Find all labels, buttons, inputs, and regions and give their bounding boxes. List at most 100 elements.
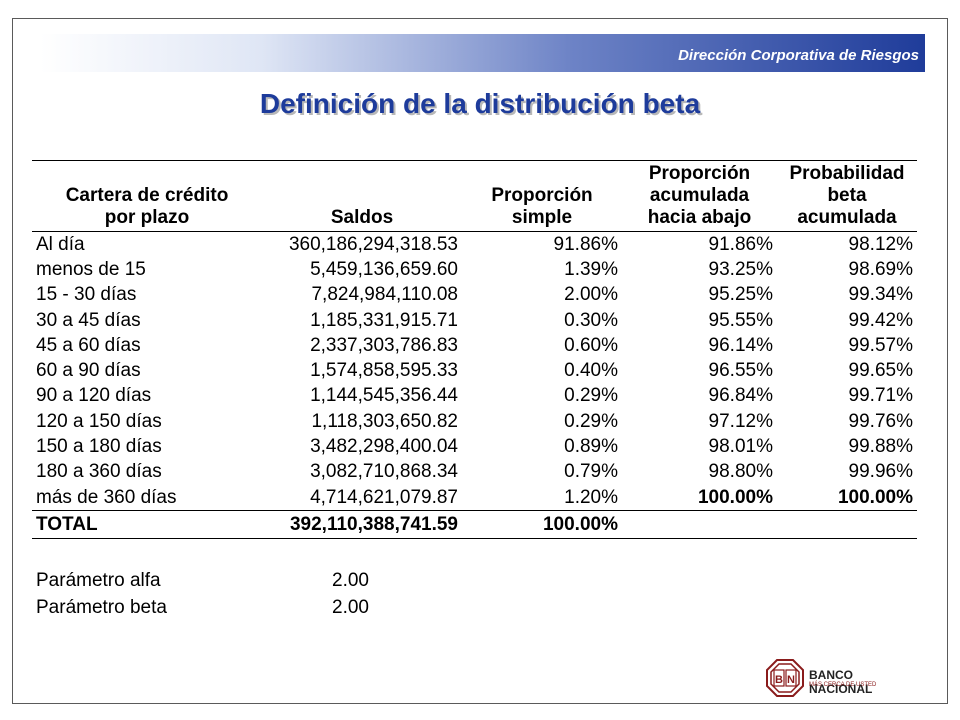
banner-text: Dirección Corporativa de Riesgos [678,47,919,64]
cell-saldo: 5,459,136,659.60 [310,258,458,280]
cell-probabilidad-beta: 99.88% [848,436,913,458]
cell-proporcion-acumulada: 96.84% [708,385,773,407]
cell-probabilidad-beta: 99.65% [848,360,913,382]
cell-saldo: 3,082,710,868.34 [310,461,458,483]
cell-plazo: 30 a 45 días [36,309,141,331]
cell-proporcion-acumulada: 97.12% [708,410,773,432]
cell-proporcion-acumulada: 96.55% [708,360,773,382]
cell-plazo: 90 a 120 días [36,385,152,407]
header-line: Probabilidad [789,163,905,184]
cell-proporcion-simple: 0.29% [564,385,618,407]
table-row: 180 a 360 días 3,082,710,868.34 0.79% 98… [32,460,917,485]
header-line: Proporción [648,163,751,184]
beta-distribution-table: Cartera de crédito por plazo Saldos Prop… [32,160,917,540]
total-proporcion: 100.00% [462,510,622,540]
cell-proporcion-acumulada: 91.86% [708,233,773,255]
table-header-row: Cartera de crédito por plazo Saldos Prop… [32,160,917,232]
param-value: 2.00 [332,570,369,591]
cell-proporcion-simple: 91.86% [553,233,618,255]
cell-proporcion-simple: 0.30% [564,309,618,331]
header-line: por plazo [104,207,190,228]
cell-plazo: 120 a 150 días [36,410,162,432]
cell-saldo: 7,824,984,110.08 [311,284,458,306]
cell-plazo: Al día [36,233,85,255]
header-proporcion-acumulada: Proporción acumulada hacia abajo [622,161,777,232]
cell-proporcion-simple: 1.39% [564,258,618,280]
cell-saldo: 3,482,298,400.04 [310,436,458,458]
total-empty-cell [622,510,777,540]
header-line: beta [827,185,867,206]
table-row: 60 a 90 días 1,574,858,595.33 0.40% 96.5… [32,358,917,383]
cell-probabilidad-beta: 98.12% [848,233,913,255]
cell-proporcion-acumulada: 95.55% [708,309,773,331]
cell-plazo: más de 360 días [36,486,177,508]
table-row: 30 a 45 días 1,185,331,915.71 0.30% 95.5… [32,308,917,333]
total-label: TOTAL [32,510,262,540]
cell-proporcion-acumulada: 98.01% [708,436,773,458]
header-banner: Dirección Corporativa de Riesgos [40,34,925,72]
cell-probabilidad-beta: 99.96% [848,461,913,483]
cell-saldo: 4,714,621,079.87 [310,486,458,508]
cell-proporcion-simple: 0.60% [564,334,618,356]
header-line: hacia abajo [647,207,752,228]
param-beta-row: Parámetro beta 2.00 [36,597,396,624]
table-row: 120 a 150 días 1,118,303,650.82 0.29% 97… [32,409,917,434]
cell-proporcion-simple: 2.00% [564,284,618,306]
logo-slogan: MÁS CERCA DE USTED [809,682,877,688]
parameters-block: Parámetro alfa 2.00 Parámetro beta 2.00 [36,570,396,624]
bn-logo-icon: B N [766,659,804,697]
cell-plazo: 180 a 360 días [36,461,162,483]
svg-text:B: B [775,674,783,686]
cell-proporcion-simple: 0.40% [564,360,618,382]
table-row: 15 - 30 días 7,824,984,110.08 2.00% 95.2… [32,283,917,308]
param-label: Parámetro beta [36,597,167,618]
cell-probabilidad-beta: 99.76% [848,410,913,432]
table-row: 90 a 120 días 1,144,545,356.44 0.29% 96.… [32,384,917,409]
cell-saldo: 1,574,858,595.33 [310,360,458,382]
cell-probabilidad-beta: 100.00% [837,486,913,508]
cell-probabilidad-beta: 99.57% [848,334,913,356]
header-proporcion-simple: Proporción simple [462,161,622,232]
svg-text:N: N [787,674,795,686]
cell-plazo: menos de 15 [36,258,146,280]
header-line: Cartera de crédito [65,185,229,206]
cell-plazo: 60 a 90 días [36,360,141,382]
cell-plazo: 150 a 180 días [36,436,162,458]
header-saldos: Saldos [262,161,462,232]
banco-nacional-logo: B N BANCO NACIONAL MÁS CERCA DE USTED [765,658,915,698]
cell-probabilidad-beta: 99.42% [848,309,913,331]
cell-saldo: 1,144,545,356.44 [310,385,458,407]
cell-probabilidad-beta: 99.34% [848,284,913,306]
cell-proporcion-simple: 0.79% [564,461,618,483]
table-row: 150 a 180 días 3,482,298,400.04 0.89% 98… [32,434,917,459]
table-row: 45 a 60 días 2,337,303,786.83 0.60% 96.1… [32,333,917,358]
cell-proporcion-acumulada: 98.80% [708,461,773,483]
header-line: acumulada [649,185,750,206]
header-line: simple [511,207,573,228]
logo-name: BANCO NACIONAL [809,668,873,696]
param-label: Parámetro alfa [36,570,161,591]
total-saldo: 392,110,388,741.59 [262,510,462,540]
header-cartera: Cartera de crédito por plazo [32,161,262,232]
table-row: Al día 360,186,294,318.53 91.86% 91.86% … [32,232,917,258]
cell-proporcion-simple: 1.20% [564,486,618,508]
table-row: más de 360 días 4,714,621,079.87 1.20% 1… [32,485,917,511]
header-line: Proporción [491,185,593,206]
param-alfa-row: Parámetro alfa 2.00 [36,570,396,597]
header-probabilidad-beta: Probabilidad beta acumulada [777,161,917,232]
cell-plazo: 15 - 30 días [36,284,137,306]
cell-proporcion-acumulada: 96.14% [708,334,773,356]
cell-probabilidad-beta: 99.71% [848,385,913,407]
cell-saldo: 360,186,294,318.53 [288,233,458,255]
cell-plazo: 45 a 60 días [36,334,141,356]
cell-proporcion-acumulada: 95.25% [708,284,773,306]
table-row: menos de 15 5,459,136,659.60 1.39% 93.25… [32,257,917,282]
total-empty-cell [777,510,917,540]
param-value: 2.00 [332,597,369,618]
cell-saldo: 1,185,331,915.71 [310,309,458,331]
total-row: TOTAL 392,110,388,741.59 100.00% [32,510,917,540]
cell-saldo: 1,118,303,650.82 [311,410,458,432]
cell-proporcion-acumulada: 100.00% [697,486,773,508]
cell-proporcion-simple: 0.89% [564,436,618,458]
cell-proporcion-acumulada: 93.25% [708,258,773,280]
